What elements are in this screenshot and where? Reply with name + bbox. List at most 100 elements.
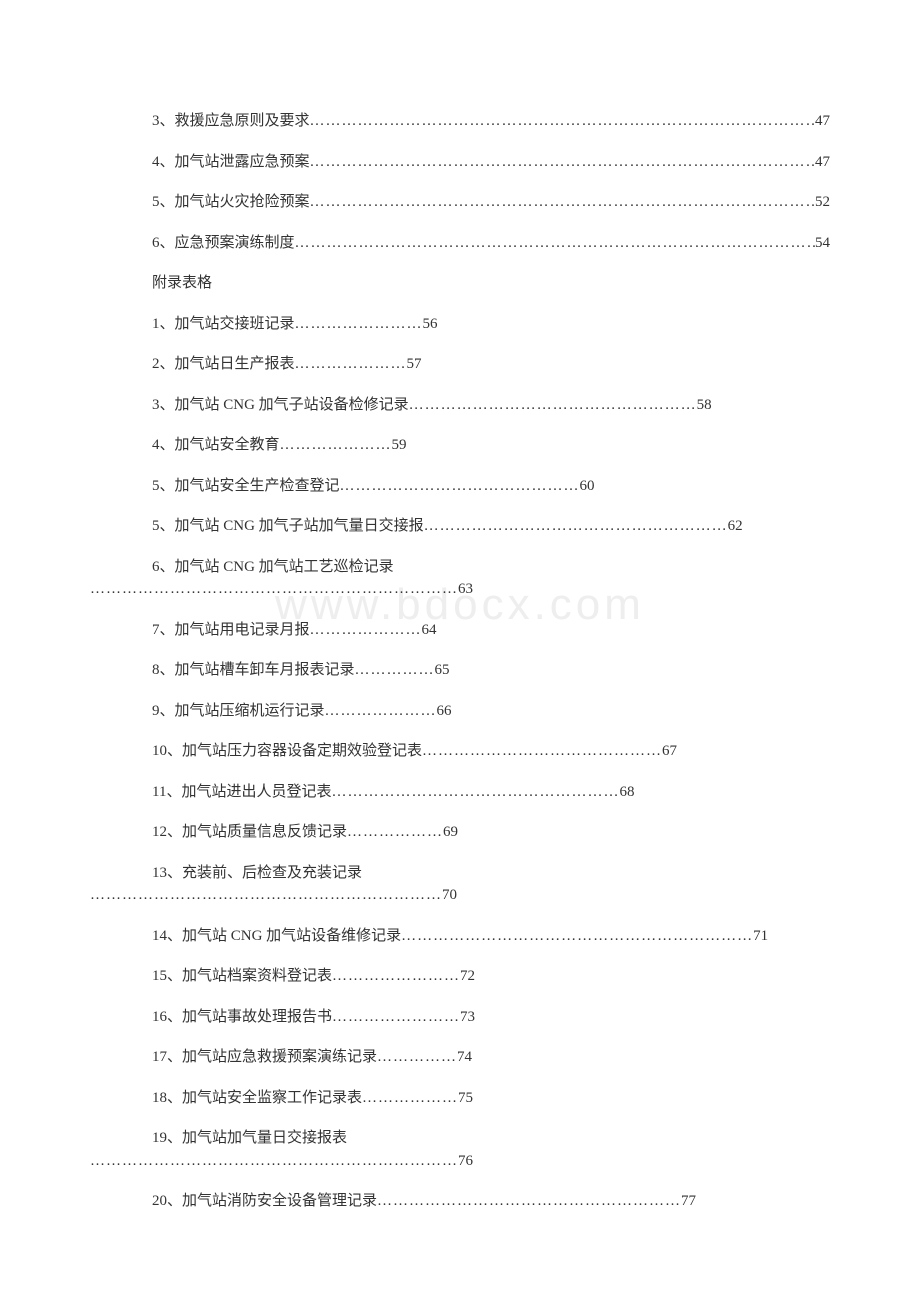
toc-entry-page: 71 [753, 925, 768, 948]
toc-entry-page: 77 [681, 1190, 696, 1213]
toc-dots [325, 700, 437, 723]
toc-entry: 15、加气站档案资料登记表 72 [90, 965, 830, 988]
toc-entry-label: 18、加气站安全监察工作记录表 [152, 1087, 362, 1110]
toc-entry: 5、加气站 CNG 加气子站加气量日交接报 62 [90, 515, 830, 538]
toc-entry-label: 16、加气站事故处理报告书 [152, 1006, 332, 1029]
toc-entry-page: 76 [458, 1150, 473, 1173]
toc-entry-label: 10、加气站压力容器设备定期效验登记表 [152, 740, 422, 763]
toc-appendix-section: 1、加气站交接班记录 56 2、加气站日生产报表 57 3、加气站 CNG 加气子站设备… [90, 313, 830, 1213]
toc-entry: 1、加气站交接班记录 56 [90, 313, 830, 336]
toc-dots [295, 313, 423, 336]
toc-entry-label: 5、加气站火灾抢险预案 [152, 191, 310, 214]
toc-entry-label: 6、加气站 CNG 加气站工艺巡检记录 [152, 559, 394, 575]
toc-entry-page: 75 [458, 1087, 473, 1110]
toc-entry: 18、加气站安全监察工作记录表 75 [90, 1087, 830, 1110]
toc-entry-page: 72 [460, 965, 475, 988]
toc-dots [295, 353, 407, 376]
toc-entry-label: 8、加气站槽车卸车月报表记录 [152, 659, 355, 682]
toc-dots [90, 578, 458, 601]
toc-entry-label: 1、加气站交接班记录 [152, 313, 295, 336]
toc-dots [310, 619, 422, 642]
toc-entry: 4、加气站泄露应急预案 47 [90, 151, 830, 174]
toc-entry-page: 52 [815, 191, 830, 214]
toc-entry: 8、加气站槽车卸车月报表记录 65 [90, 659, 830, 682]
toc-entry-label: 3、加气站 CNG 加气子站设备检修记录 [152, 394, 409, 417]
toc-entry-page: 47 [815, 151, 830, 174]
toc-entry: 3、加气站 CNG 加气子站设备检修记录 58 [90, 394, 830, 417]
toc-entry-label: 12、加气站质量信息反馈记录 [152, 821, 347, 844]
toc-entry-label: 5、加气站安全生产检查登记 [152, 475, 340, 498]
toc-entry-label: 11、加气站进出人员登记表 [152, 781, 331, 804]
toc-entry-label: 5、加气站 CNG 加气子站加气量日交接报 [152, 515, 424, 538]
toc-dots [332, 965, 460, 988]
toc-entry: 4、加气站安全教育 59 [90, 434, 830, 457]
toc-entry-label: 7、加气站用电记录月报 [152, 619, 310, 642]
toc-entry-label: 3、救援应急原则及要求 [152, 110, 310, 133]
toc-entry-label: 15、加气站档案资料登记表 [152, 965, 332, 988]
toc-entry: 9、加气站压缩机运行记录 66 [90, 700, 830, 723]
toc-entry: 19、加气站加气量日交接报表 76 [90, 1127, 830, 1172]
toc-entry-page: 69 [443, 821, 458, 844]
toc-entry: 7、加气站用电记录月报 64 [90, 619, 830, 642]
toc-entry-page: 60 [580, 475, 595, 498]
toc-entry: 6、加气站 CNG 加气站工艺巡检记录63 [90, 556, 830, 601]
toc-entry-page: 66 [437, 700, 452, 723]
toc-dots [377, 1190, 681, 1213]
toc-entry: 11、加气站进出人员登记表 68 [90, 781, 830, 804]
toc-dots [331, 781, 619, 804]
toc-entry-label: 4、加气站安全教育 [152, 434, 280, 457]
toc-entry: 16、加气站事故处理报告书 73 [90, 1006, 830, 1029]
toc-entry-page: 64 [422, 619, 437, 642]
toc-dots [295, 232, 815, 255]
toc-entry-label: 9、加气站压缩机运行记录 [152, 700, 325, 723]
toc-entry: 12、加气站质量信息反馈记录 69 [90, 821, 830, 844]
toc-dots [409, 394, 697, 417]
toc-entry-label: 19、加气站加气量日交接报表 [152, 1130, 347, 1146]
toc-entry-label: 4、加气站泄露应急预案 [152, 151, 310, 174]
toc-dots [310, 151, 815, 174]
toc-dots [347, 821, 443, 844]
toc-entry-page: 58 [697, 394, 712, 417]
toc-dots [310, 191, 815, 214]
toc-entry-label: 6、应急预案演练制度 [152, 232, 295, 255]
toc-entry: 14、加气站 CNG 加气站设备维修记录 71 [90, 925, 830, 948]
toc-dots [355, 659, 435, 682]
toc-entry: 5、加气站安全生产检查登记 60 [90, 475, 830, 498]
toc-dots [422, 740, 662, 763]
toc-dots [401, 925, 753, 948]
toc-dots [340, 475, 580, 498]
toc-dots [90, 1150, 458, 1173]
toc-entry: 6、应急预案演练制度 54 [90, 232, 830, 255]
toc-dots [90, 884, 442, 907]
toc-entry: 10、加气站压力容器设备定期效验登记表 67 [90, 740, 830, 763]
toc-entry: 17、加气站应急救援预案演练记录 74 [90, 1046, 830, 1069]
toc-entry-page: 59 [392, 434, 407, 457]
toc-entry: 2、加气站日生产报表 57 [90, 353, 830, 376]
toc-entry-label: 2、加气站日生产报表 [152, 353, 295, 376]
appendix-heading: 附录表格 [90, 272, 830, 295]
toc-entry-page: 56 [423, 313, 438, 336]
toc-entry-page: 67 [662, 740, 677, 763]
toc-entry-page: 54 [815, 232, 830, 255]
toc-entry-label: 17、加气站应急救援预案演练记录 [152, 1046, 377, 1069]
toc-dots [310, 110, 815, 133]
toc-dots [362, 1087, 458, 1110]
toc-entry-page: 70 [442, 884, 457, 907]
toc-top-section: 3、救援应急原则及要求 474、加气站泄露应急预案 47 5、加气站火灾抢险预案 52 6… [90, 110, 830, 254]
toc-entry-page: 62 [728, 515, 743, 538]
toc-entry-page: 73 [460, 1006, 475, 1029]
toc-dots [332, 1006, 460, 1029]
toc-entry-page: 65 [435, 659, 450, 682]
toc-dots [424, 515, 728, 538]
toc-entry-page: 68 [619, 781, 634, 804]
page-content: 3、救援应急原则及要求 474、加气站泄露应急预案 47 5、加气站火灾抢险预案 52 6… [0, 0, 920, 1291]
toc-entry-page: 57 [407, 353, 422, 376]
toc-entry: 20、加气站消防安全设备管理记录 77 [90, 1190, 830, 1213]
toc-dots [280, 434, 392, 457]
toc-entry-page: 74 [457, 1046, 472, 1069]
toc-dots [377, 1046, 457, 1069]
toc-entry-label: 20、加气站消防安全设备管理记录 [152, 1190, 377, 1213]
toc-entry: 13、充装前、后检查及充装记录70 [90, 862, 830, 907]
toc-entry-label: 14、加气站 CNG 加气站设备维修记录 [152, 925, 401, 948]
toc-entry: 5、加气站火灾抢险预案 52 [90, 191, 830, 214]
